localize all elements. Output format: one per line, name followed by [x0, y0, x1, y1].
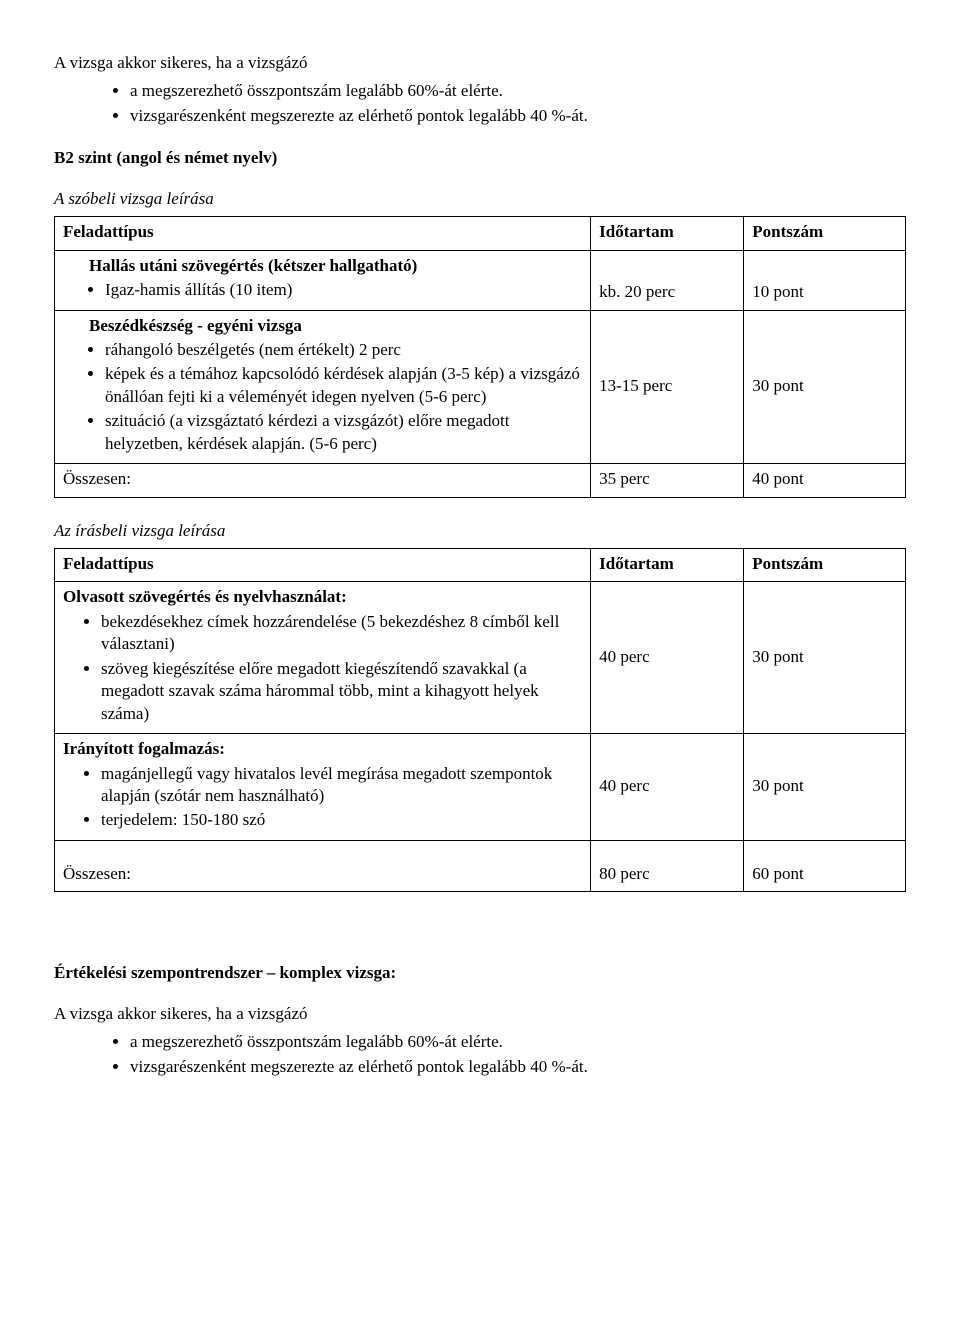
written-r2-b1: magánjellegű vagy hivatalos levél megírá… — [101, 763, 582, 808]
written-r1-b1: bekezdésekhez címek hozzárendelése (5 be… — [101, 611, 582, 656]
written-r1-score: 30 pont — [744, 582, 906, 734]
written-r1-b2: szöveg kiegészítése előre megadott kiegé… — [101, 658, 582, 725]
oral-total-score: 40 pont — [744, 464, 906, 497]
outro-bullets: a megszerezhető összpontszám legalább 60… — [54, 1031, 906, 1078]
oral-r2-b2: képek és a témához kapcsolódó kérdések a… — [105, 363, 582, 408]
written-r1-title: Olvasott szövegértés és nyelvhasználat: — [63, 586, 582, 608]
header-score: Pontszám — [744, 549, 906, 582]
table-row: Irányított fogalmazás: magánjellegű vagy… — [55, 734, 906, 841]
outro-line: A vizsga akkor sikeres, ha a vizsgázó — [54, 1003, 906, 1025]
header-score: Pontszám — [744, 217, 906, 250]
table-row: Olvasott szövegértés és nyelvhasználat: … — [55, 582, 906, 734]
written-total-score: 60 pont — [744, 840, 906, 891]
oral-r2-task: Beszédkészség - egyéni vizsga ráhangoló … — [55, 310, 591, 464]
outro-bullet-2: vizsgarészenként megszerezte az elérhető… — [130, 1056, 906, 1078]
oral-r1-score: 10 pont — [744, 250, 906, 310]
oral-total-label: Összesen: — [55, 464, 591, 497]
header-time: Időtartam — [591, 549, 744, 582]
written-r2-score: 30 pont — [744, 734, 906, 841]
written-total-time: 80 perc — [591, 840, 744, 891]
oral-r2-time: 13-15 perc — [591, 310, 744, 464]
written-r2-b2: terjedelem: 150-180 szó — [101, 809, 582, 831]
table-row: Hallás utáni szövegértés (kétszer hallga… — [55, 250, 906, 310]
oral-r2-b1: ráhangoló beszélgetés (nem értékelt) 2 p… — [105, 339, 582, 361]
table-header-row: Feladattípus Időtartam Pontszám — [55, 217, 906, 250]
oral-r2-title: Beszédkészség - egyéni vizsga — [63, 315, 582, 337]
written-r1-time: 40 perc — [591, 582, 744, 734]
oral-r1-time: kb. 20 perc — [591, 250, 744, 310]
written-r2-title: Irányított fogalmazás: — [63, 738, 582, 760]
header-task: Feladattípus — [55, 549, 591, 582]
oral-r2-score: 30 pont — [744, 310, 906, 464]
table-row-total: Összesen: 80 perc 60 pont — [55, 840, 906, 891]
intro-bullet-1: a megszerezhető összpontszám legalább 60… — [130, 80, 906, 102]
table-header-row: Feladattípus Időtartam Pontszám — [55, 549, 906, 582]
oral-r1-b1: Igaz-hamis állítás (10 item) — [105, 279, 582, 301]
header-task: Feladattípus — [55, 217, 591, 250]
written-exam-title: Az írásbeli vizsga leírása — [54, 520, 906, 542]
header-time: Időtartam — [591, 217, 744, 250]
oral-total-time: 35 perc — [591, 464, 744, 497]
written-exam-table: Feladattípus Időtartam Pontszám Olvasott… — [54, 548, 906, 892]
oral-r1-task: Hallás utáni szövegértés (kétszer hallga… — [55, 250, 591, 310]
intro-bullets: a megszerezhető összpontszám legalább 60… — [54, 80, 906, 127]
oral-r2-b3: szituáció (a vizsgáztató kérdezi a vizsg… — [105, 410, 582, 455]
written-r2-time: 40 perc — [591, 734, 744, 841]
outro-bullet-1: a megszerezhető összpontszám legalább 60… — [130, 1031, 906, 1053]
table-row: Beszédkészség - egyéni vizsga ráhangoló … — [55, 310, 906, 464]
written-total-label: Összesen: — [55, 840, 591, 891]
written-r2-task: Irányított fogalmazás: magánjellegű vagy… — [55, 734, 591, 841]
section-title-b2: B2 szint (angol és német nyelv) — [54, 147, 906, 169]
intro-line: A vizsga akkor sikeres, ha a vizsgázó — [54, 52, 906, 74]
oral-exam-table: Feladattípus Időtartam Pontszám Hallás u… — [54, 216, 906, 497]
written-r1-task: Olvasott szövegértés és nyelvhasználat: … — [55, 582, 591, 734]
criteria-title: Értékelési szempontrendszer – komplex vi… — [54, 962, 906, 984]
intro-bullet-2: vizsgarészenként megszerezte az elérhető… — [130, 105, 906, 127]
oral-r1-title: Hallás utáni szövegértés (kétszer hallga… — [63, 255, 582, 277]
table-row-total: Összesen: 35 perc 40 pont — [55, 464, 906, 497]
oral-exam-title: A szóbeli vizsga leírása — [54, 188, 906, 210]
